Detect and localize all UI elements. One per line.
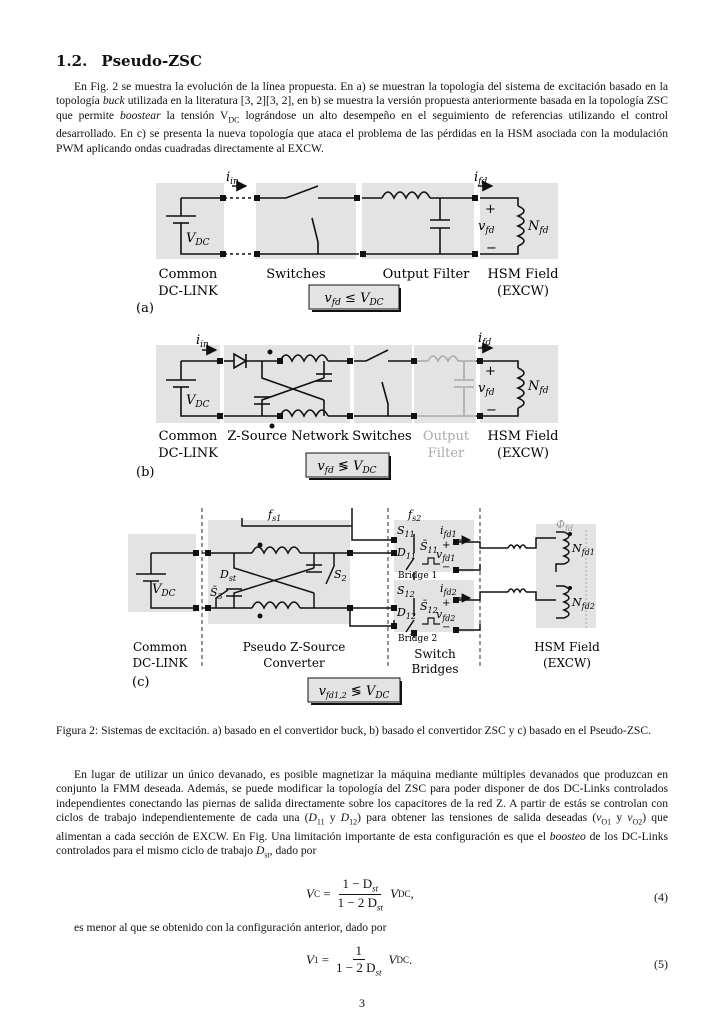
svg-text:vfd2: vfd2: [436, 608, 455, 623]
mid-text: es menor al que se obtenido con la confi…: [74, 921, 387, 934]
svg-text:Switches: Switches: [352, 429, 411, 444]
svg-text:DC-LINK: DC-LINK: [132, 656, 188, 670]
svg-text:S11: S11: [397, 524, 415, 539]
svg-text:Output: Output: [423, 429, 470, 444]
svg-text:Filter: Filter: [428, 446, 465, 461]
svg-text:(EXCW): (EXCW): [497, 284, 549, 299]
paragraph-2: En lugar de utilizar un único devanado, …: [56, 768, 669, 860]
svg-text:(c): (c): [132, 675, 149, 690]
figure-2: iin ifd VDC + vfd − Nfd Common DC-LINK S…: [128, 170, 600, 705]
svg-text:(b): (b): [136, 465, 154, 480]
svg-text:S2: S2: [334, 568, 347, 583]
svg-text:VDC: VDC: [152, 582, 176, 599]
panel-b: iin ifd VDC + vfd − Nfd Common DC-LINK Z…: [136, 331, 559, 480]
svg-text:Switches: Switches: [266, 267, 325, 282]
svg-text:ifd: ifd: [478, 331, 492, 348]
svg-text:Common: Common: [159, 429, 218, 444]
svg-text:−: −: [442, 622, 450, 633]
svg-text:HSM Field: HSM Field: [487, 267, 558, 282]
svg-text:D12: D12: [396, 606, 416, 621]
svg-text:(EXCW): (EXCW): [497, 446, 549, 461]
svg-text:VDC: VDC: [186, 393, 210, 410]
svg-text:Common: Common: [159, 267, 218, 282]
svg-text:+: +: [485, 202, 496, 217]
svg-text:Switch: Switch: [414, 647, 456, 661]
svg-text:Pseudo Z-Source: Pseudo Z-Source: [243, 640, 346, 654]
section-title: Pseudo-ZSC: [101, 52, 202, 70]
svg-text:ifd2: ifd2: [440, 582, 457, 597]
svg-text:−: −: [486, 241, 497, 256]
svg-text:Dst: Dst: [219, 568, 237, 583]
svg-text:Nfd2: Nfd2: [571, 596, 595, 611]
svg-text:vfd ≶ VDC: vfd ≶ VDC: [317, 459, 376, 476]
svg-text:vfd1: vfd1: [436, 548, 455, 563]
svg-text:ifd: ifd: [474, 170, 488, 187]
svg-text:+: +: [442, 540, 450, 551]
svg-text:Common: Common: [133, 640, 187, 654]
svg-text:Φfd: Φfd: [556, 518, 573, 533]
svg-text:S̄3: S̄3: [210, 586, 223, 601]
svg-text:Output Filter: Output Filter: [383, 267, 471, 282]
svg-text:DC-LINK: DC-LINK: [158, 446, 218, 461]
svg-text:Bridge 2: Bridge 2: [398, 634, 437, 644]
svg-text:vfd: vfd: [478, 381, 495, 398]
svg-text:iin: iin: [226, 170, 239, 187]
svg-text:D11: D11: [396, 546, 416, 561]
svg-text:−: −: [442, 562, 450, 573]
svg-text:HSM Field: HSM Field: [534, 640, 600, 654]
svg-text:Nfd1: Nfd1: [571, 542, 595, 557]
svg-text:vfd1,2 ≶ VDC: vfd1,2 ≶ VDC: [319, 684, 390, 701]
svg-text:Z-Source Network: Z-Source Network: [227, 429, 348, 444]
svg-text:Bridges: Bridges: [411, 662, 458, 676]
svg-text:Nfd: Nfd: [527, 379, 549, 396]
svg-text:ifd1: ifd1: [440, 524, 457, 539]
svg-text:S̄12: S̄12: [420, 600, 438, 615]
svg-text:+: +: [442, 598, 450, 609]
svg-text:vfd ≤ VDC: vfd ≤ VDC: [324, 291, 383, 308]
svg-text:−: −: [486, 403, 497, 418]
svg-text:Bridge 1: Bridge 1: [398, 571, 437, 581]
svg-text:(EXCW): (EXCW): [543, 656, 591, 670]
svg-text:+: +: [485, 364, 496, 379]
svg-text:(a): (a): [136, 301, 154, 316]
svg-text:S̄11: S̄11: [420, 540, 438, 555]
panel-a: iin ifd VDC + vfd − Nfd Common DC-LINK S…: [136, 170, 559, 316]
svg-text:iin: iin: [196, 333, 209, 350]
svg-text:DC-LINK: DC-LINK: [158, 284, 218, 299]
section-number: 1.2.: [56, 52, 88, 70]
svg-text:fs1: fs1: [267, 508, 281, 523]
svg-text:fs2: fs2: [407, 508, 421, 523]
figure-caption: Figura 2: Sistemas de excitación. a) bas…: [56, 724, 651, 737]
svg-text:Nfd: Nfd: [527, 219, 549, 236]
svg-text:VDC: VDC: [186, 231, 210, 248]
svg-text:HSM Field: HSM Field: [487, 429, 558, 444]
panel-c: fs1 fs2 Dst S̄3 S2 S11 D11 S̄11 S12 D12 …: [128, 508, 600, 705]
svg-text:S12: S12: [397, 584, 415, 599]
svg-text:vfd: vfd: [478, 219, 495, 236]
svg-text:Converter: Converter: [263, 656, 325, 670]
section-heading: 1.2. Pseudo-ZSC: [56, 52, 202, 70]
paragraph-1: En Fig. 2 se muestra la evolución de la …: [56, 80, 669, 155]
page-number: 3: [359, 996, 365, 1010]
